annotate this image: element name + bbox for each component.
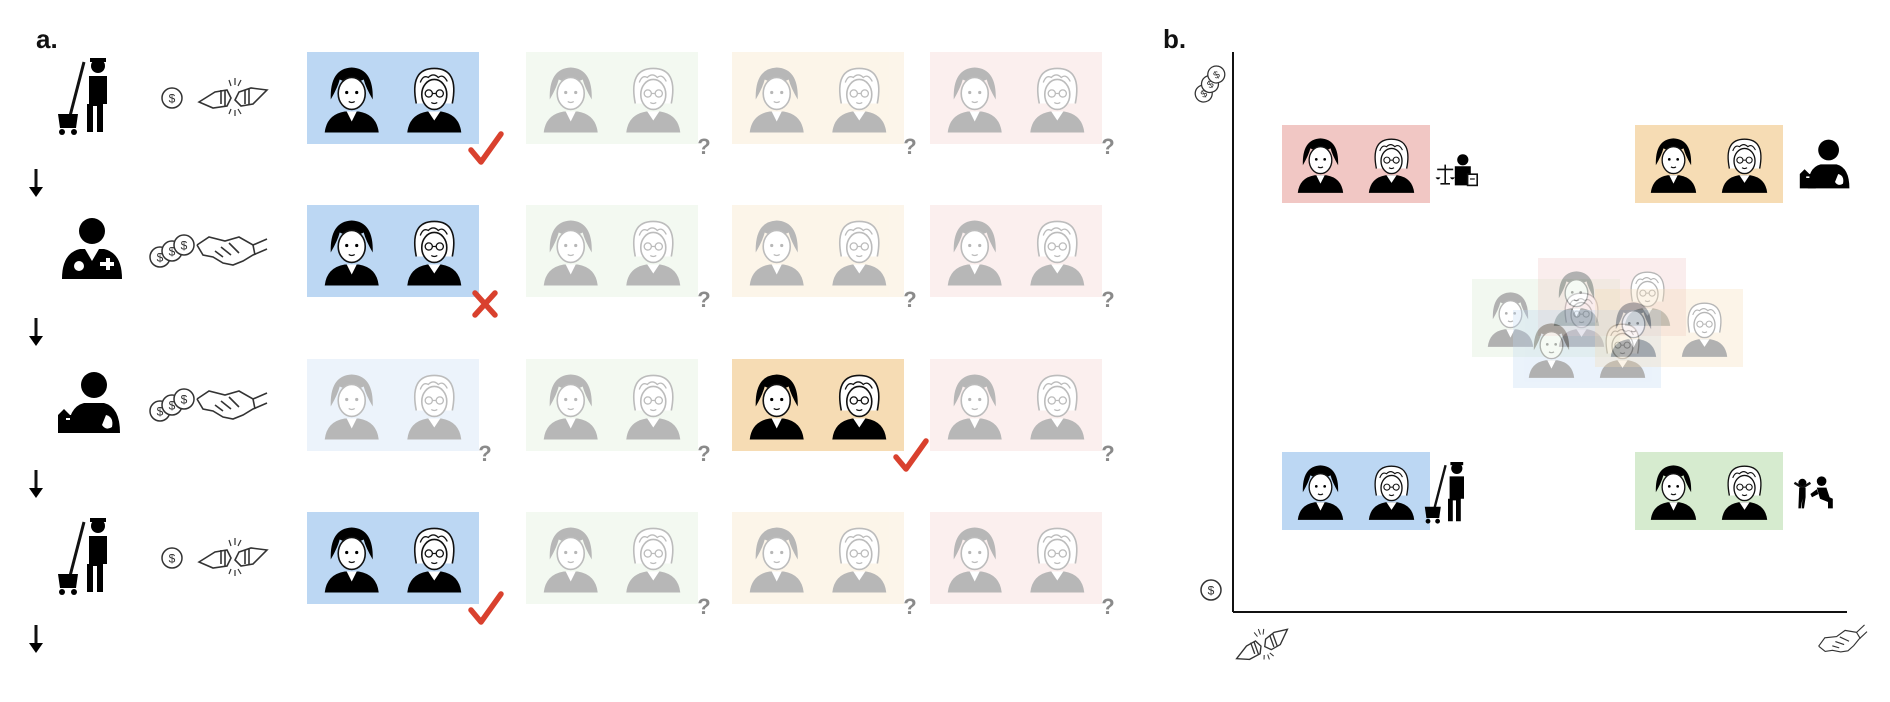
group-card: [732, 52, 904, 144]
group-card: [1595, 289, 1743, 367]
question-mark-icon: [697, 287, 711, 312]
group-card: [930, 359, 1102, 451]
group-card: [307, 359, 479, 451]
childcare-icon: [1793, 475, 1835, 510]
group-card: [1282, 125, 1430, 203]
veterinarian-icon: [57, 371, 121, 434]
three-coins-icon: [1186, 62, 1234, 106]
question-mark-icon: [478, 441, 492, 466]
doctor-icon: [62, 218, 122, 279]
question-mark-icon: [697, 594, 711, 619]
question-mark-icon: [1101, 441, 1115, 466]
group-card: [732, 512, 904, 604]
group-card: [930, 205, 1102, 297]
quadrant-top-left: [1282, 125, 1478, 203]
handshake-icon: [196, 390, 268, 420]
janitor-icon: [1423, 460, 1466, 525]
question-mark-icon: [1101, 594, 1115, 619]
group-card: [1282, 452, 1430, 530]
panel-b-label: b.: [1163, 24, 1187, 54]
sequence-arrow-icon: [27, 316, 45, 348]
sequence-arrow-icon: [27, 167, 45, 199]
group-card: [1538, 258, 1686, 336]
lawyer-icon: [1434, 153, 1478, 187]
question-mark-icon: [903, 287, 917, 312]
panel-a: [27, 52, 1115, 655]
group-card: [526, 205, 698, 297]
handshake-icon: [196, 236, 268, 266]
group-card: [526, 359, 698, 451]
quadrant-top-right: [1635, 125, 1851, 203]
group-card: [526, 512, 698, 604]
group-card: [307, 205, 479, 297]
panel-a-label: a.: [36, 24, 58, 54]
question-mark-icon: [903, 134, 917, 159]
fist-bump-icon: [198, 537, 268, 577]
question-mark-icon: [903, 594, 917, 619]
group-card: [307, 52, 479, 144]
sequence-arrow-icon: [27, 468, 45, 500]
veterinarian-icon: [1799, 138, 1851, 190]
cross-mark-icon: [475, 293, 495, 315]
handshake-icon: [1816, 622, 1872, 661]
question-mark-icon: [697, 441, 711, 466]
single-coin-icon: [161, 547, 183, 569]
group-card: [307, 512, 479, 604]
question-mark-icon: [1101, 287, 1115, 312]
group-card: [526, 52, 698, 144]
three-coins-icon: [149, 234, 195, 268]
group-card: [930, 52, 1102, 144]
group-card: [732, 205, 904, 297]
group-card: [1635, 452, 1783, 530]
selection-round: [56, 52, 1115, 162]
fist-bump-icon: [198, 77, 268, 117]
single-coin-icon: [1200, 579, 1222, 601]
group-card: [732, 359, 904, 451]
selection-round: [56, 512, 1115, 622]
group-card: [930, 512, 1102, 604]
selection-round: [57, 359, 1115, 469]
quadrant-bottom-left: [1282, 452, 1466, 530]
sequence-arrow-icon: [27, 623, 45, 655]
janitor-icon: [56, 516, 109, 597]
janitor-icon: [56, 56, 109, 137]
group-card: [1635, 125, 1783, 203]
selection-round: [62, 205, 1115, 315]
question-mark-icon: [1101, 134, 1115, 159]
three-coins-icon: [149, 388, 195, 422]
single-coin-icon: [161, 87, 183, 109]
quadrant-bottom-right: [1635, 452, 1835, 530]
fist-bump-icon: [1228, 619, 1296, 671]
panel-b: [1186, 52, 1872, 671]
question-mark-icon: [697, 134, 711, 159]
